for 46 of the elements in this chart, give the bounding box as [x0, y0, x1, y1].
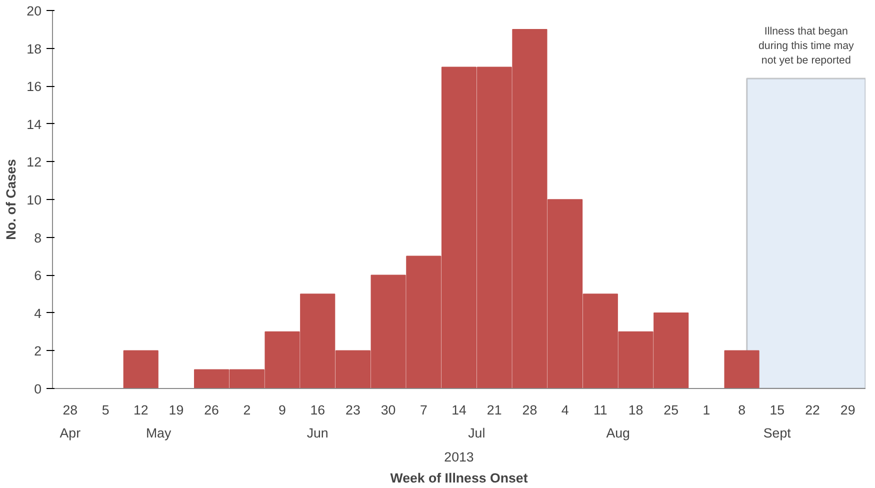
y-tick-label: 12	[26, 154, 42, 170]
x-tick-label: 1	[702, 402, 710, 418]
y-tick-label: 18	[26, 41, 42, 56]
y-tick-label: 6	[34, 268, 42, 284]
text: Apr	[60, 426, 82, 440]
x-tick-label: 25	[664, 402, 679, 418]
y-tick-label: 8	[34, 230, 42, 246]
bar	[724, 350, 760, 388]
x-tick-label: 16	[310, 402, 326, 418]
text: Sept	[763, 426, 792, 440]
x-tick-label: 29	[840, 402, 856, 418]
x-tick-label: 11	[593, 402, 608, 418]
x-tick-label: 26	[204, 402, 219, 418]
x-tick-label: 4	[561, 402, 570, 418]
x-tick-label: 15	[770, 402, 785, 418]
x-tick-label: 7	[420, 402, 428, 418]
x-tick-label: 21	[486, 402, 502, 418]
y-axis-title: No. of Cases	[4, 159, 19, 240]
x-tick-label: 5	[102, 402, 110, 418]
y-tick-label: 20	[26, 4, 42, 18]
x-tick-label: 9	[278, 402, 286, 418]
bar	[123, 350, 158, 388]
text: May	[146, 426, 172, 440]
y-tick-label: 2	[34, 344, 42, 359]
x-tick-label: 14	[452, 402, 467, 418]
x-tick-label: 8	[738, 402, 746, 418]
y-tick-label: 0	[34, 382, 42, 396]
band-label: Illness that began during this time may not yet be reported	[758, 26, 855, 67]
x-tick-label: 22	[805, 402, 820, 418]
y-tick-label: 10	[26, 192, 42, 208]
y-tick-label: 16	[26, 79, 42, 94]
text: Aug	[606, 426, 630, 440]
y-tick-label: 4	[34, 306, 42, 321]
x-tick-label: 28	[522, 402, 538, 418]
x-tick-label: 18	[628, 402, 644, 418]
x-tick-label: 19	[168, 402, 184, 418]
text: 2013	[444, 450, 474, 464]
text: Jul	[468, 426, 486, 440]
x-tick-label: 28	[62, 402, 78, 418]
x-tick-label: 23	[346, 402, 360, 418]
y-tick-label: 14	[26, 116, 42, 132]
x-axis-title: Week of Illness Onset	[390, 470, 528, 486]
x-tick-label: 2	[243, 402, 251, 418]
x-tick-label: 30	[380, 402, 396, 418]
text: Jun	[306, 426, 328, 440]
x-tick-label: 12	[133, 402, 148, 418]
